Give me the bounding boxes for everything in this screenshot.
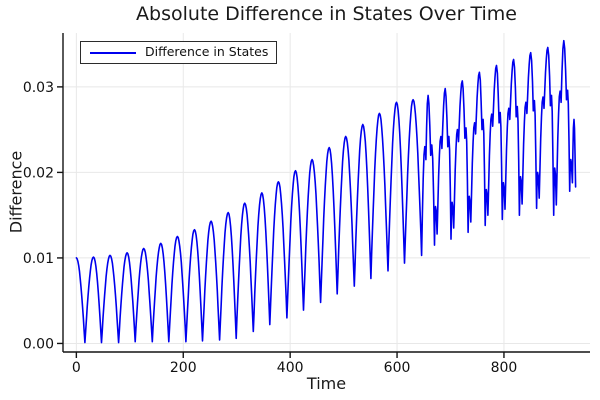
x-tick-label: 800 [491, 360, 518, 376]
series-line [75, 39, 577, 344]
x-axis-title: Time [306, 374, 347, 393]
legend-line-icon [90, 51, 136, 54]
legend: Difference in States [80, 41, 278, 64]
x-tick-label: 400 [277, 360, 304, 376]
y-axis-title: Difference [6, 150, 26, 234]
y-tick-label: 0.02 [23, 165, 54, 181]
x-tick-label: 200 [170, 360, 197, 376]
y-tick-label: 0.00 [23, 336, 54, 352]
x-tick-label: 0 [72, 360, 81, 376]
legend-label: Difference in States [145, 44, 269, 59]
y-tick-label: 0.03 [23, 80, 54, 96]
chart-title: Absolute Difference in States Over Time [136, 3, 517, 25]
x-tick-label: 600 [384, 360, 411, 376]
y-tick-label: 0.01 [23, 251, 54, 267]
